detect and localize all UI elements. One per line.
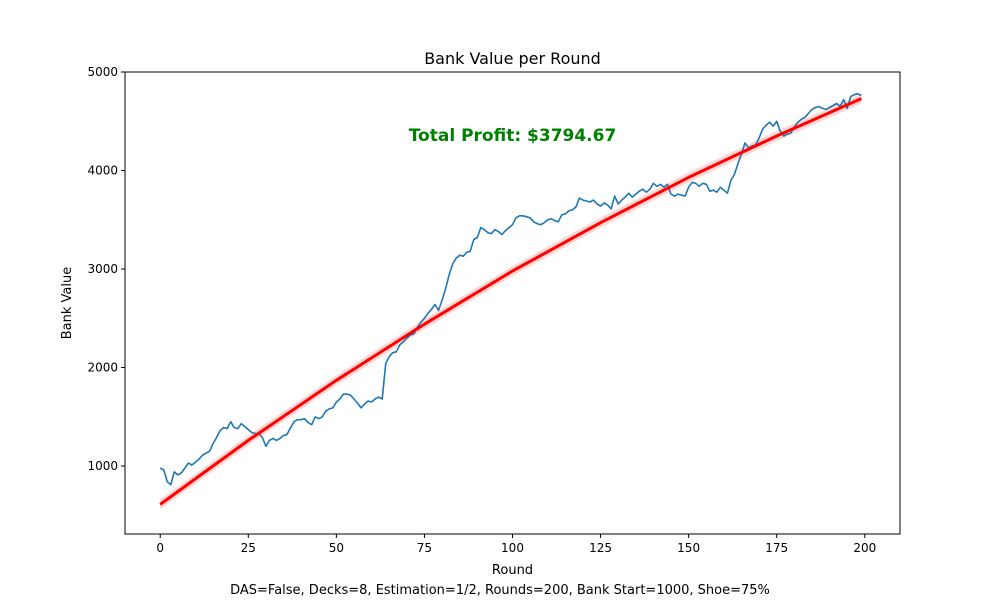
bank-value-line: [159, 92, 862, 486]
x-tick-label: 200: [853, 541, 876, 555]
chart-title: Bank Value per Round: [424, 49, 601, 68]
y-tick-label: 4000: [87, 164, 118, 178]
total-profit-annotation: Total Profit: $3794.67: [409, 126, 617, 146]
y-tick-label: 1000: [87, 459, 118, 473]
trend-confidence-band: [160, 93, 862, 510]
x-axis-label: Round: [492, 563, 533, 578]
x-tick-label: 150: [677, 541, 700, 555]
x-tick-label: 50: [329, 541, 344, 555]
x-tick-label: 0: [156, 541, 164, 555]
y-tick-label: 5000: [87, 65, 118, 79]
x-tick-label: 125: [589, 541, 612, 555]
plot-area: [159, 92, 862, 510]
x-axis: 0 25 50 75 100 125 150 175 200: [156, 534, 876, 555]
x-tick-label: 175: [765, 541, 788, 555]
y-axis: 1000 2000 3000 4000 5000: [87, 65, 125, 473]
y-axis-label: Bank Value: [60, 267, 75, 339]
x-tick-label: 25: [241, 541, 256, 555]
chart-caption: DAS=False, Decks=8, Estimation=1/2, Roun…: [230, 583, 770, 598]
x-tick-label: 100: [501, 541, 524, 555]
x-tick-label: 75: [417, 541, 432, 555]
y-tick-label: 2000: [87, 361, 118, 375]
y-tick-label: 3000: [87, 262, 118, 276]
trend-line: [159, 97, 862, 506]
